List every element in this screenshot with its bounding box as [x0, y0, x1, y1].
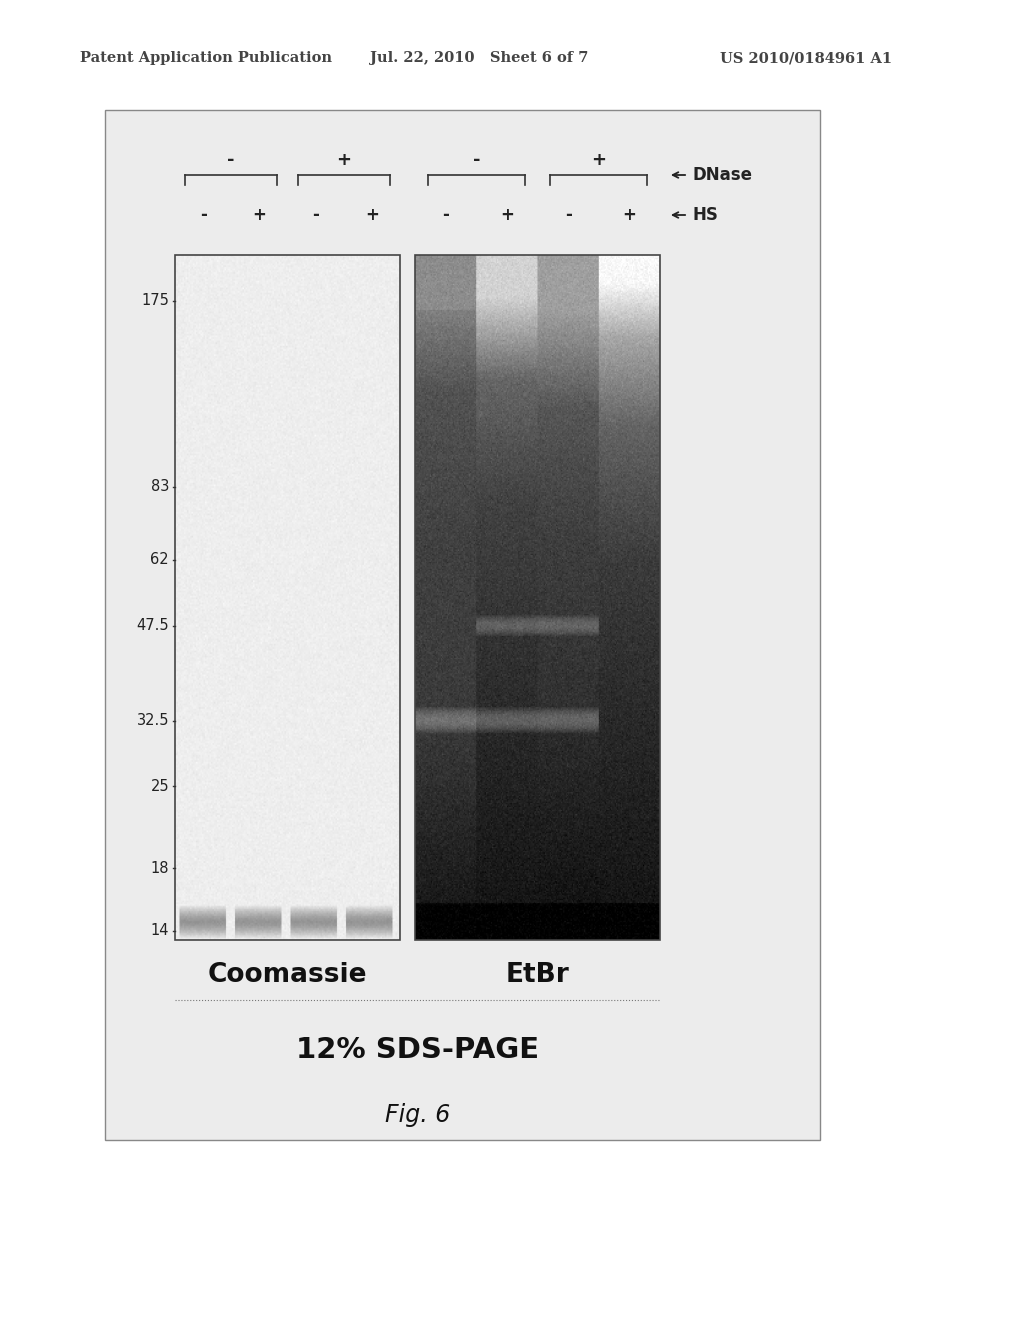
Text: US 2010/0184961 A1: US 2010/0184961 A1: [720, 51, 892, 65]
Text: 175: 175: [141, 293, 169, 308]
Text: -: -: [564, 206, 571, 224]
Text: Coomassie: Coomassie: [208, 962, 368, 987]
Text: +: +: [253, 206, 266, 224]
Text: EtBr: EtBr: [506, 962, 569, 987]
Text: 14: 14: [151, 924, 169, 939]
Bar: [105, 110, 820, 1140]
Text: -: -: [227, 150, 234, 169]
Text: Patent Application Publication: Patent Application Publication: [80, 51, 332, 65]
Text: 47.5: 47.5: [136, 619, 169, 634]
Text: +: +: [623, 206, 636, 224]
Text: 62: 62: [151, 552, 169, 568]
Text: Jul. 22, 2010   Sheet 6 of 7: Jul. 22, 2010 Sheet 6 of 7: [370, 51, 589, 65]
Text: HS: HS: [692, 206, 718, 224]
Text: Fig. 6: Fig. 6: [385, 1104, 451, 1127]
Text: +: +: [365, 206, 379, 224]
Text: 32.5: 32.5: [136, 713, 169, 729]
Text: +: +: [591, 150, 606, 169]
Text: +: +: [336, 150, 351, 169]
Text: 25: 25: [151, 779, 169, 793]
Text: 83: 83: [151, 479, 169, 494]
Bar: [175, 255, 400, 940]
Text: +: +: [500, 206, 514, 224]
Text: DNase: DNase: [692, 166, 752, 183]
Text: -: -: [312, 206, 319, 224]
Text: 18: 18: [151, 861, 169, 875]
Text: -: -: [442, 206, 450, 224]
Text: 12% SDS-PAGE: 12% SDS-PAGE: [296, 1036, 539, 1064]
Text: -: -: [472, 150, 480, 169]
Text: -: -: [200, 206, 207, 224]
Bar: [415, 255, 660, 940]
